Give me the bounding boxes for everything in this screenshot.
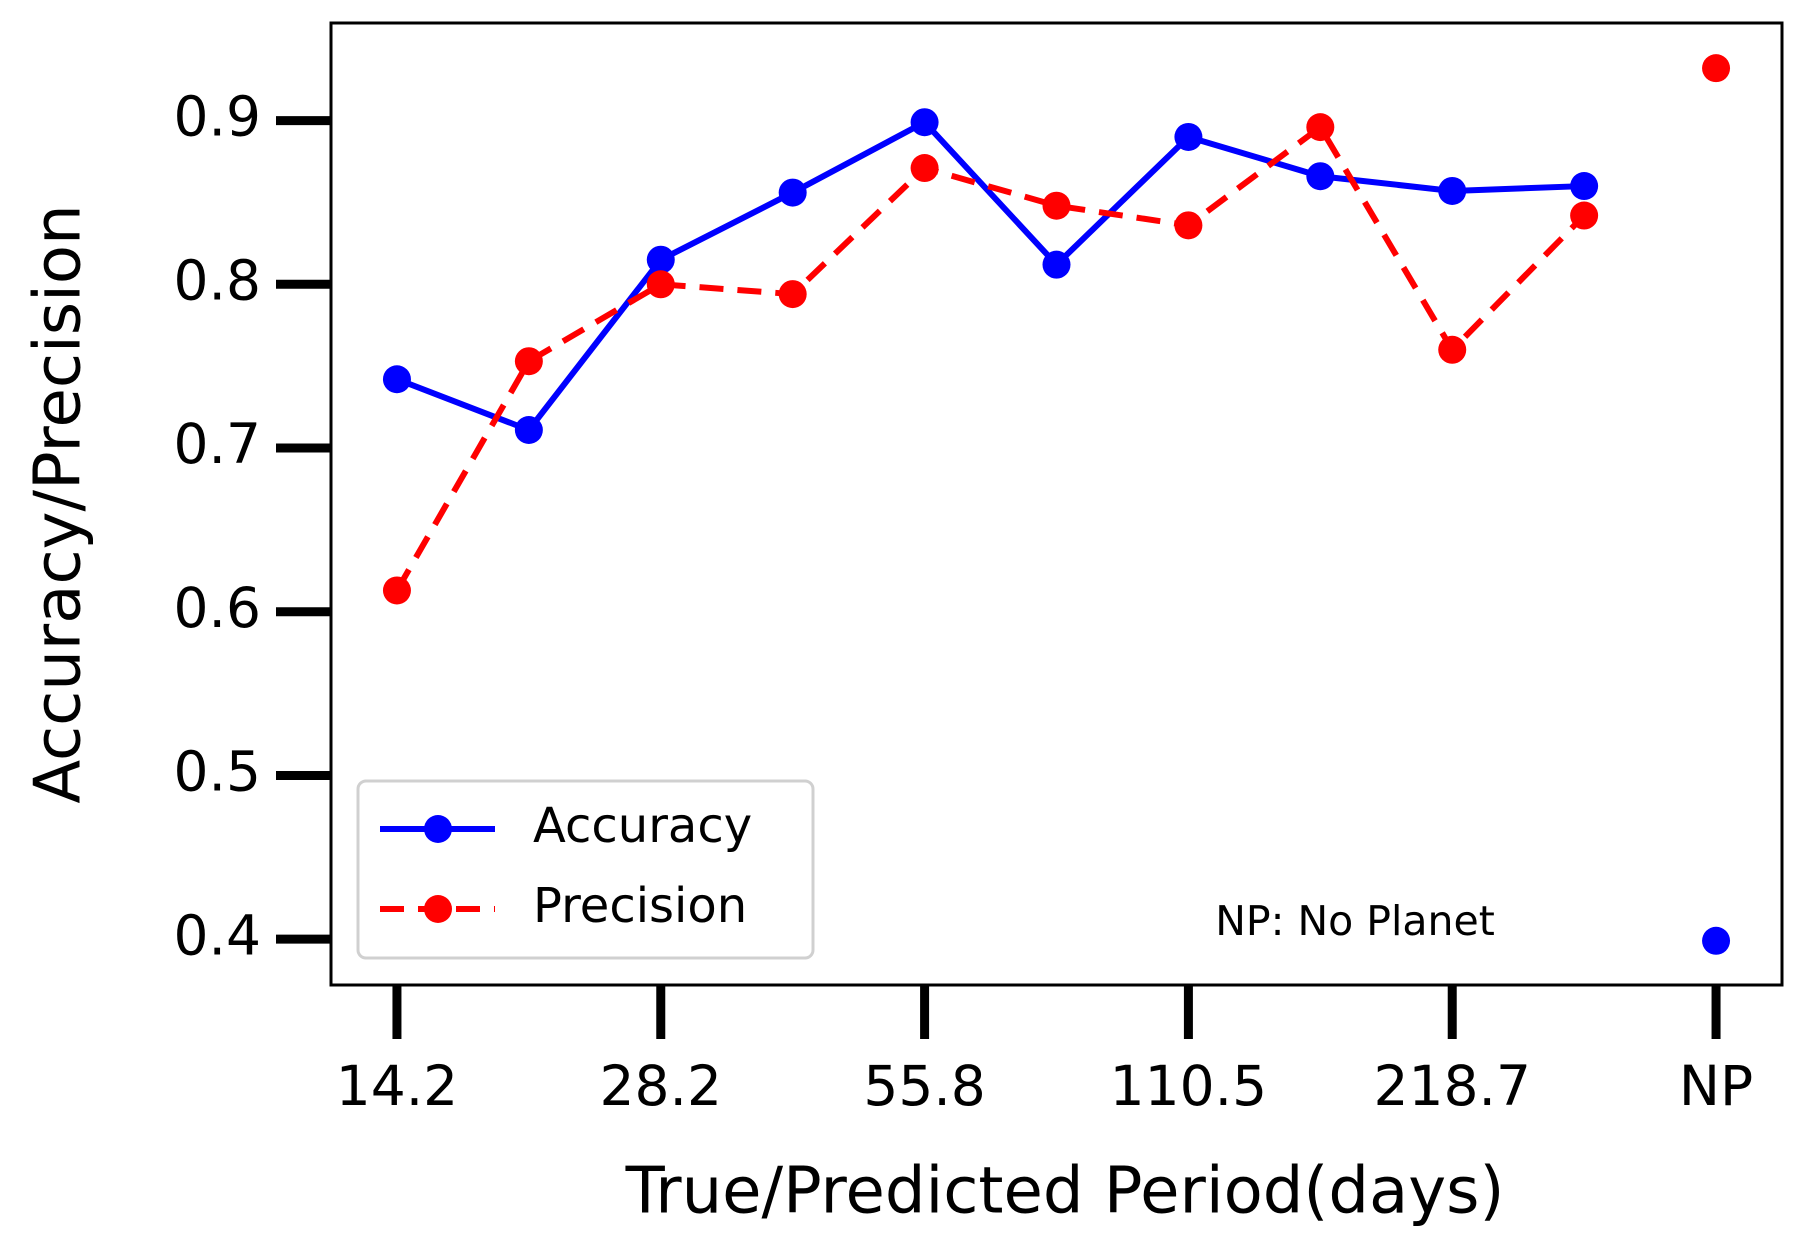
- data-point: [1438, 335, 1467, 364]
- data-point: [1174, 211, 1203, 240]
- data-point: [1570, 172, 1599, 201]
- legend-label: Accuracy: [533, 798, 752, 854]
- data-point: [1702, 926, 1731, 955]
- y-tick-label: 0.5: [174, 740, 261, 804]
- data-point: [514, 347, 543, 376]
- data-point: [1306, 113, 1335, 142]
- legend-box: [356, 779, 815, 960]
- x-tick-label: 110.5: [1110, 1054, 1267, 1118]
- data-point: [646, 270, 675, 299]
- data-point: [382, 365, 411, 394]
- y-tick-label: 0.9: [174, 85, 261, 149]
- plot-frame: [329, 21, 1784, 987]
- x-axis-label: True/Predicted Period(days): [625, 1155, 1505, 1229]
- series-line: [394, 122, 1587, 592]
- data-point: [1702, 54, 1731, 83]
- series-line: [395, 118, 1585, 434]
- y-axis-label: Accuracy/Precision: [22, 204, 96, 803]
- data-point: [1438, 176, 1467, 205]
- y-tick-label: 0.8: [174, 248, 261, 312]
- data-point: [646, 245, 675, 274]
- x-tick-label: 14.2: [336, 1054, 458, 1118]
- x-tick-label: NP: [1679, 1054, 1753, 1118]
- data-point: [1042, 250, 1071, 279]
- data-point: [778, 178, 807, 207]
- data-point: [910, 154, 939, 183]
- x-tick-label: 55.8: [863, 1054, 985, 1118]
- x-tick-label: 28.2: [600, 1054, 722, 1118]
- data-point: [1306, 162, 1335, 191]
- data-point: [1042, 191, 1071, 220]
- data-point: [514, 416, 543, 444]
- x-tick-label: 218.7: [1373, 1054, 1530, 1118]
- data-point: [1174, 122, 1203, 151]
- data-point: [910, 108, 939, 137]
- legend-marker: [424, 895, 452, 923]
- data-point: [778, 280, 807, 309]
- legend-label: Precision: [533, 878, 747, 934]
- data-point: [382, 576, 411, 605]
- data-point: [1570, 201, 1599, 230]
- annotation: NP: No Planet: [1215, 897, 1495, 945]
- y-tick-label: 0.4: [174, 903, 261, 967]
- y-tick-label: 0.7: [174, 412, 261, 476]
- y-tick-label: 0.6: [174, 576, 261, 640]
- legend-marker: [424, 815, 452, 843]
